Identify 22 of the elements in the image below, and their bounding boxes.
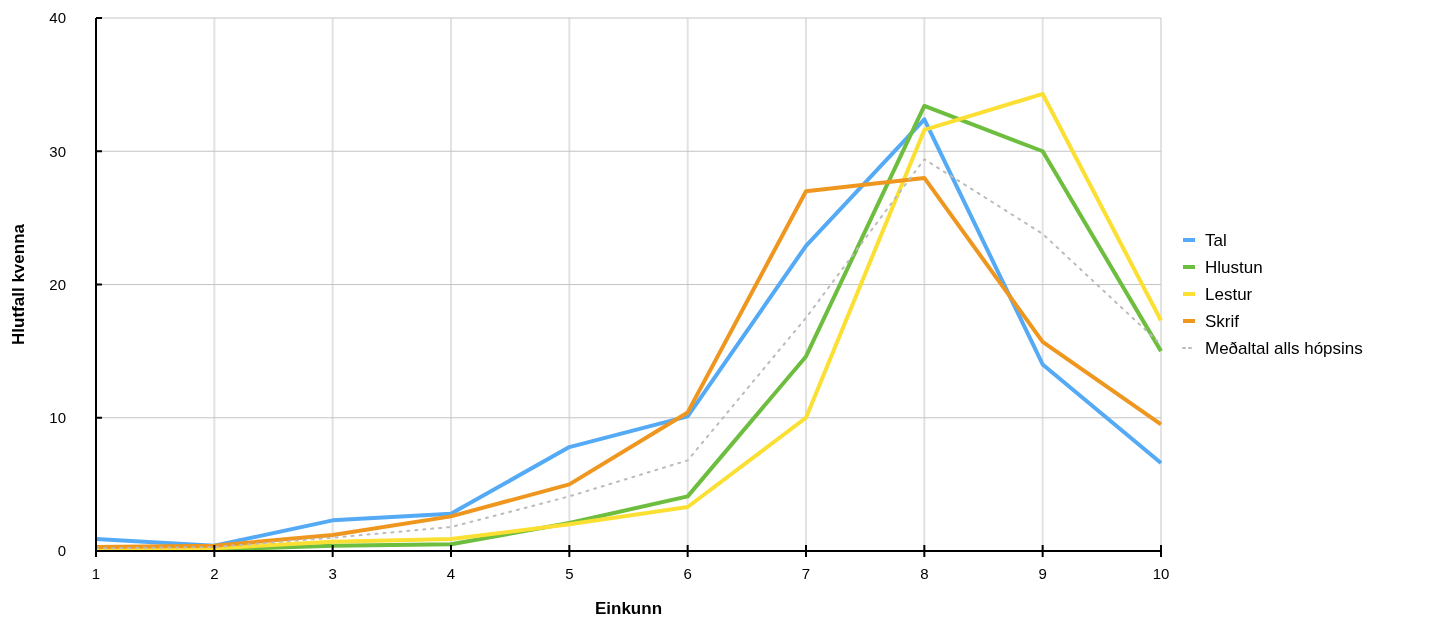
legend-label: Tal xyxy=(1205,230,1227,250)
x-tick-label: 5 xyxy=(565,565,574,582)
y-axis-title: Hlutfall kvenna xyxy=(9,223,28,345)
x-tick-label: 4 xyxy=(446,565,456,582)
x-tick-label: 8 xyxy=(920,565,929,582)
y-tick-label: 20 xyxy=(49,275,66,293)
y-tick-label: 40 xyxy=(49,9,66,27)
y-tick-label: 30 xyxy=(49,142,66,160)
legend-label: Lestur xyxy=(1205,284,1253,304)
x-axis-title: Einkunn xyxy=(594,599,663,618)
x-tick-label: 6 xyxy=(683,565,692,582)
x-tick-label: 7 xyxy=(801,565,811,582)
x-tick-label: 2 xyxy=(210,565,219,582)
x-tick-label: 3 xyxy=(328,565,337,582)
legend-label: Hlustun xyxy=(1205,257,1263,277)
x-tick-label: 9 xyxy=(1038,565,1047,582)
x-tick-label: 10 xyxy=(1152,565,1170,582)
legend-label: Skrif xyxy=(1205,311,1240,331)
legend-label: Meðaltal alls hópsins xyxy=(1205,338,1363,358)
y-tick-label: 0 xyxy=(57,542,66,560)
y-tick-label: 10 xyxy=(49,409,66,426)
x-tick-label: 1 xyxy=(91,565,101,582)
